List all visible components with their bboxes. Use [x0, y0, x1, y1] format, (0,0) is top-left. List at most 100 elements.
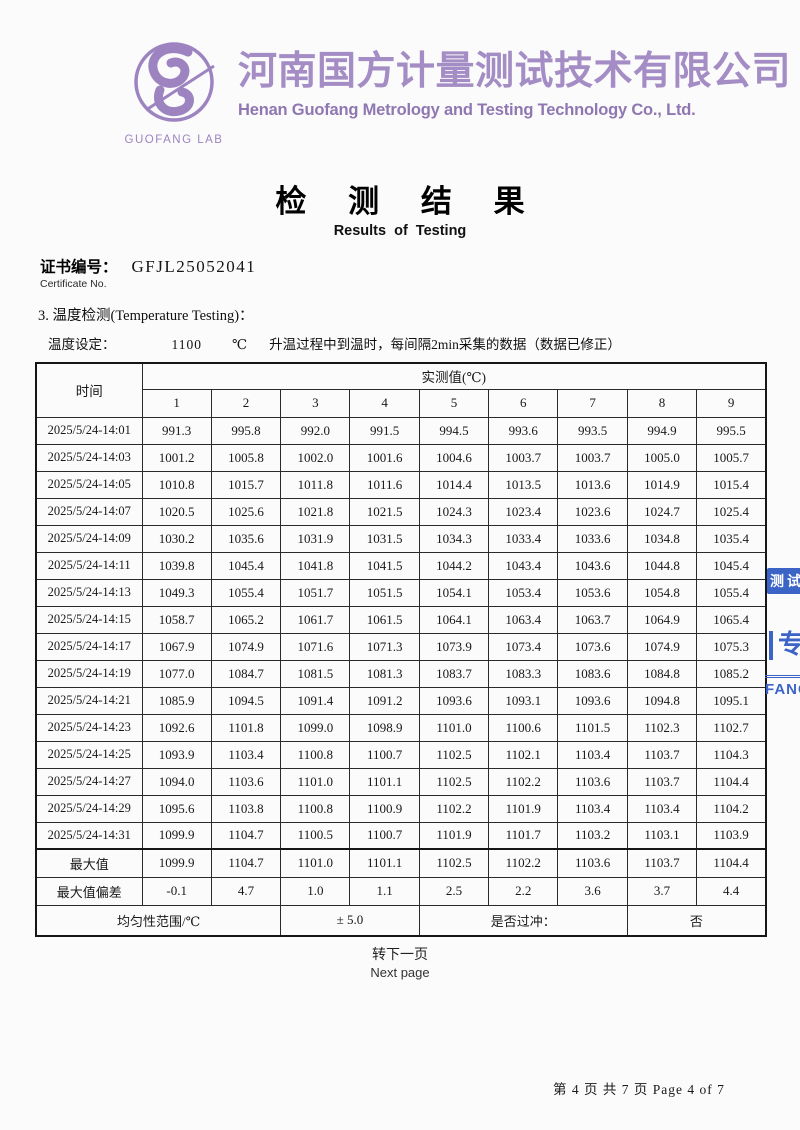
- time-cell: 2025/5/24-14:03: [35, 443, 143, 472]
- value-cell: 1083.6: [557, 659, 628, 688]
- time-column-header: 时间: [35, 362, 143, 418]
- time-cell: 2025/5/24-14:27: [35, 767, 143, 796]
- measured-value-header: 实测值(℃): [141, 362, 767, 390]
- channel-header-cell: 1: [141, 388, 212, 418]
- value-cell: 1021.5: [349, 497, 420, 526]
- value-cell: 1095.1: [696, 686, 767, 715]
- value-cell: 1095.6: [141, 794, 212, 823]
- certificate-number: GFJL25052041: [131, 257, 257, 276]
- value-cell: 1083.7: [418, 659, 490, 688]
- next-page-note: 转下一页 Next page: [0, 944, 800, 980]
- value-cell: 1045.4: [696, 551, 767, 580]
- value-cell: 1014.9: [626, 470, 698, 499]
- page-number: 第 4 页 共 7 页 Page 4 of 7: [553, 1082, 725, 1097]
- value-cell: 1033.4: [488, 524, 559, 553]
- value-cell: 1005.7: [696, 443, 767, 472]
- value-cell: 1071.3: [349, 632, 420, 661]
- table-row: 2025/5/24-14:09 1030.2 1035.6 1031.9 1031.5 1…: [35, 524, 767, 553]
- value-cell: 1091.2: [349, 686, 420, 715]
- setting-value: 1100: [171, 337, 202, 352]
- value-cell: -0.1: [141, 876, 212, 906]
- value-cell: 1093.6: [557, 686, 628, 715]
- value-cell: 1100.9: [349, 794, 420, 823]
- page-title-en: Results of Testing: [333, 223, 467, 239]
- value-cell: 1011.6: [349, 470, 420, 499]
- blue-stamp-fragment-top: 测试: [767, 568, 800, 594]
- uniformity-row: 均匀性范围/℃ ± 5.0 是否过冲： 否: [35, 904, 767, 937]
- table-row: 2025/5/24-14:03 1001.2 1005.8 1002.0 1001.6 1…: [35, 443, 767, 472]
- value-cell: 1030.2: [141, 524, 212, 553]
- value-cell: 1102.2: [418, 794, 490, 823]
- page-title-cn: 检 测 结 果: [275, 184, 542, 219]
- value-cell: 1100.8: [280, 794, 351, 823]
- table-row: 2025/5/24-14:13 1049.3 1055.4 1051.7 1051.5 1…: [35, 578, 767, 607]
- value-cell: 1064.1: [418, 605, 490, 634]
- value-cell: 1013.6: [557, 470, 628, 499]
- value-cell: 1003.7: [488, 443, 559, 472]
- table-row: 2025/5/24-14:17 1067.9 1074.9 1071.6 1071.3 1…: [35, 632, 767, 661]
- value-cell: 1084.7: [210, 659, 282, 688]
- value-cell: 1104.4: [696, 767, 767, 796]
- value-cell: 1099.0: [280, 713, 351, 742]
- value-cell: 994.5: [418, 416, 490, 445]
- value-cell: 1020.5: [141, 497, 212, 526]
- value-cell: 1102.2: [488, 848, 559, 878]
- certificate-page: GUOFANG LAB 河南国方计量测试技术有限公司 Henan Guofang…: [0, 42, 800, 1097]
- blue-stamp-fragment-bottom: FANG: [765, 675, 800, 698]
- table-row: 2025/5/24-14:23 1092.6 1101.8 1099.0 1098.9 1…: [35, 713, 767, 742]
- value-cell: 1044.2: [418, 551, 490, 580]
- overshoot-value: 否: [626, 904, 767, 937]
- uniformity-label: 均匀性范围/℃: [35, 904, 282, 937]
- value-cell: 1031.9: [280, 524, 351, 553]
- value-cell: 1075.3: [696, 632, 767, 661]
- value-cell: 1103.8: [210, 794, 282, 823]
- value-cell: 1053.4: [488, 578, 559, 607]
- value-cell: 4.4: [696, 876, 767, 906]
- value-cell: 1045.4: [210, 551, 282, 580]
- value-cell: 1099.9: [141, 848, 212, 878]
- value-cell: 1104.4: [696, 848, 767, 878]
- value-cell: 995.8: [210, 416, 282, 445]
- value-cell: 1041.8: [280, 551, 351, 580]
- value-cell: 1021.8: [280, 497, 351, 526]
- table-row: 2025/5/24-14:25 1093.9 1103.4 1100.8 1100.7 1…: [35, 740, 767, 769]
- value-cell: 4.7: [210, 876, 282, 906]
- value-cell: 1025.4: [696, 497, 767, 526]
- table-row: 2025/5/24-14:21 1085.9 1094.5 1091.4 1091.2 1…: [35, 686, 767, 715]
- logo-caption: GUOFANG LAB: [124, 134, 224, 146]
- value-cell: 1023.4: [488, 497, 559, 526]
- value-cell: 1074.9: [626, 632, 698, 661]
- value-cell: 1023.6: [557, 497, 628, 526]
- value-cell: 1102.3: [626, 713, 698, 742]
- max-deviation-row: 最大值偏差 -0.1 4.7 1.0 1.1 2.5 2.2 3.6 3.7 4.4: [35, 876, 767, 906]
- value-cell: 1014.4: [418, 470, 490, 499]
- value-cell: 1064.9: [626, 605, 698, 634]
- table-row: 2025/5/24-14:01 991.3 995.8 992.0 991.5 994.5…: [35, 416, 767, 445]
- blue-stamp-fragment-middle: 专: [769, 630, 800, 660]
- value-cell: 2.5: [418, 876, 490, 906]
- value-cell: 1061.5: [349, 605, 420, 634]
- value-cell: 1071.6: [280, 632, 351, 661]
- value-cell: 1073.6: [557, 632, 628, 661]
- certificate-number-block: 证书编号： GFJL25052041 Certificate No.: [40, 255, 800, 290]
- value-cell: 1101.0: [280, 767, 351, 796]
- channel-header-cell: 3: [280, 388, 351, 418]
- table-row: 2025/5/24-14:27 1094.0 1103.6 1101.0 1101.1 1…: [35, 767, 767, 796]
- value-cell: 3.6: [557, 876, 628, 906]
- time-cell: 2025/5/24-14:25: [35, 740, 143, 769]
- channel-header-cell: 6: [488, 388, 559, 418]
- value-cell: 1003.7: [557, 443, 628, 472]
- value-cell: 992.0: [280, 416, 351, 445]
- value-cell: 1101.8: [210, 713, 282, 742]
- overshoot-label: 是否过冲：: [418, 904, 628, 937]
- value-cell: 1103.7: [626, 848, 698, 878]
- time-cell: 2025/5/24-14:09: [35, 524, 143, 553]
- value-cell: 1073.9: [418, 632, 490, 661]
- value-cell: 1103.1: [626, 821, 698, 850]
- value-cell: 1102.5: [418, 740, 490, 769]
- setting-unit: ℃: [232, 337, 248, 352]
- value-cell: 1094.5: [210, 686, 282, 715]
- channel-header-cell: 8: [626, 388, 698, 418]
- time-cell: 2025/5/24-14:11: [35, 551, 143, 580]
- channel-header-cell: 4: [349, 388, 420, 418]
